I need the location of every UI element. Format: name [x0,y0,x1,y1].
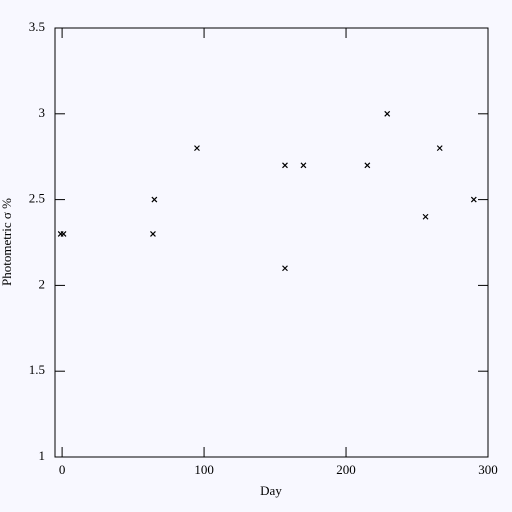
marker [60,230,67,237]
y-tick-label: 1 [39,448,46,463]
x-tick-label: 0 [59,462,66,477]
marker [150,230,156,237]
marker [282,162,288,169]
x-tick-label: 300 [478,462,498,477]
marker [422,213,429,220]
y-tick-label: 2.5 [29,191,45,206]
y-tick-label: 3 [39,105,46,120]
y-axis-label: Photometric σ % [0,198,14,286]
y-tick-label: 2 [39,276,46,291]
y-tick-label: 3.5 [29,19,45,34]
marker [436,145,443,152]
y-tick-label: 1.5 [29,362,45,377]
x-tick-label: 200 [336,462,356,477]
marker [282,265,288,272]
x-tick-label: 100 [194,462,214,477]
x-axis-label: Day [260,483,282,498]
marker [300,162,307,169]
marker [384,110,391,117]
marker [151,196,158,203]
marker [194,145,200,152]
marker [470,196,477,203]
plot-frame [54,27,489,458]
marker [364,162,371,169]
